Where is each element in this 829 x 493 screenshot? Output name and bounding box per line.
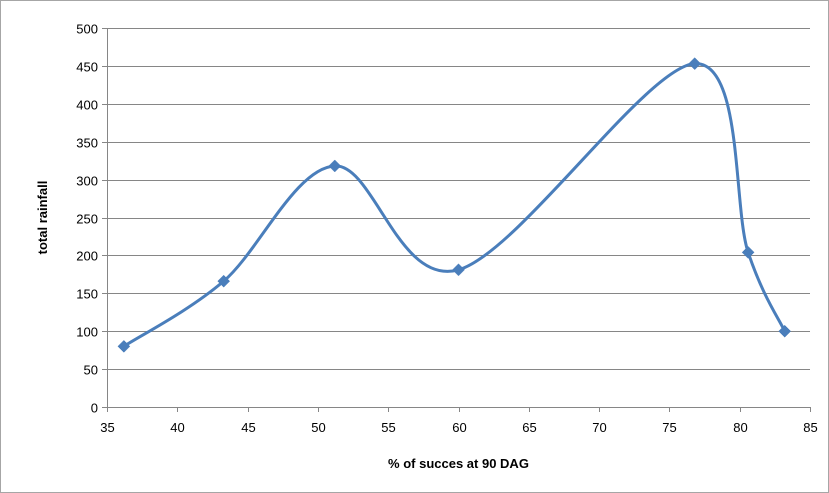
- x-tick-label: 50: [311, 420, 325, 435]
- series-layer: [117, 57, 792, 353]
- x-tick-label: 65: [522, 420, 536, 435]
- x-tick-label: 80: [733, 420, 747, 435]
- x-tick-label: 75: [662, 420, 676, 435]
- y-tick-label: 50: [84, 363, 98, 378]
- y-tick-label: 500: [76, 22, 98, 37]
- x-tick-labels: 35 40 45 50 55 60 65 70 75 80 85: [100, 420, 817, 435]
- series-line: [122, 62, 787, 348]
- y-tick-label: 450: [76, 60, 98, 75]
- data-point-marker: [452, 263, 465, 277]
- data-point-marker: [741, 246, 755, 259]
- x-tick-label: 60: [452, 420, 466, 435]
- y-tick-label: 350: [76, 136, 98, 151]
- y-tick-label: 100: [76, 325, 98, 340]
- x-axis-title: % of succes at 90 DAG: [388, 456, 529, 471]
- data-point-marker: [217, 274, 231, 288]
- data-point-marker: [688, 57, 702, 70]
- y-tick-label: 400: [76, 98, 98, 113]
- y-axis-title: total rainfall: [35, 181, 50, 255]
- data-point-marker: [117, 340, 131, 353]
- data-point-marker: [778, 324, 792, 338]
- x-tick-label: 45: [241, 420, 255, 435]
- grid-lines: [107, 28, 810, 370]
- y-tick-label: 150: [76, 287, 98, 302]
- data-point-marker: [328, 159, 342, 173]
- x-tick-label: 55: [381, 420, 395, 435]
- x-tick-label: 70: [592, 420, 606, 435]
- y-tick-label: 200: [76, 249, 98, 264]
- y-tick-label: 0: [91, 401, 98, 416]
- x-tick-label: 85: [803, 420, 817, 435]
- y-tick-label: 250: [76, 212, 98, 227]
- x-tick-label: 35: [100, 420, 114, 435]
- y-tick-labels: 0 50 100 150 200 250 300 350 400 450 500: [76, 22, 98, 416]
- y-tick-label: 300: [76, 174, 98, 189]
- axes: [102, 28, 811, 412]
- x-tick-label: 40: [170, 420, 184, 435]
